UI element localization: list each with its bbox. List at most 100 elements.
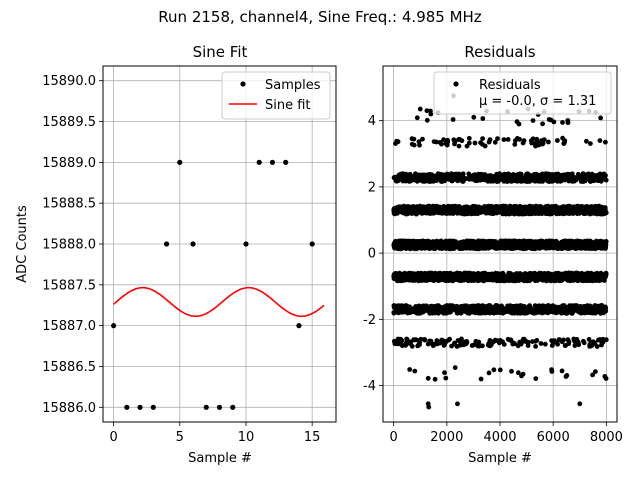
residual-point: [603, 337, 609, 343]
residual-point: [425, 242, 431, 247]
residual-point: [417, 340, 423, 345]
residual-point: [404, 336, 409, 342]
residual-point: [539, 271, 544, 276]
y-tick-label: 15888.0: [42, 238, 96, 253]
y-tick-label: -2: [363, 313, 376, 328]
residual-point: [487, 309, 493, 314]
residual-point: [550, 208, 555, 214]
x-tick-label: 2000: [430, 430, 463, 445]
residual-point: [512, 203, 517, 209]
residual-point: [542, 173, 548, 179]
residual-point: [396, 238, 402, 244]
residual-point: [461, 175, 466, 180]
sample-point: [256, 159, 262, 165]
residual-point: [597, 306, 602, 311]
residual-point: [559, 368, 565, 374]
legend-samples-marker: [240, 81, 246, 87]
residual-point: [540, 121, 545, 127]
residual-point: [430, 178, 436, 183]
residual-point: [445, 137, 450, 143]
residual-point: [449, 343, 454, 349]
sine-fit-axes: Sine Fit 0 5 10 1515886.015886.515887.01588…: [15, 43, 337, 466]
residual-point: [520, 371, 526, 377]
residual-point: [446, 337, 451, 343]
residual-point: [567, 172, 573, 177]
residual-point: [526, 274, 532, 280]
residual-point: [414, 115, 420, 121]
residual-point: [482, 275, 487, 281]
residual-point: [561, 173, 567, 179]
residual-point: [520, 272, 526, 277]
residual-point: [543, 245, 549, 251]
residual-point: [533, 376, 539, 381]
residual-point: [493, 242, 499, 248]
residual-point: [517, 175, 522, 181]
residual-point: [594, 344, 600, 349]
residual-point: [431, 139, 437, 145]
residual-point: [408, 309, 414, 315]
residual-point: [400, 343, 405, 349]
residual-point: [417, 106, 423, 112]
residual-point: [486, 370, 492, 376]
residual-point: [398, 175, 404, 181]
sample-point: [243, 241, 249, 247]
legend-samples-label: Samples: [265, 78, 321, 93]
residual-point: [488, 341, 494, 347]
residual-point: [529, 176, 535, 182]
residual-point: [498, 306, 504, 311]
residual-point: [425, 238, 431, 244]
residual-point: [539, 138, 544, 144]
residual-point: [543, 211, 548, 216]
residual-point: [572, 338, 577, 344]
residual-point: [422, 337, 428, 343]
residual-point: [598, 115, 603, 121]
x-tick-label: 4000: [483, 430, 516, 445]
residual-point: [581, 340, 587, 346]
residual-point: [500, 242, 506, 247]
residual-point: [597, 138, 603, 144]
residual-point: [497, 367, 503, 373]
residual-point: [515, 136, 520, 141]
residual-point: [480, 116, 486, 121]
residual-point: [509, 239, 515, 245]
residual-point: [599, 339, 604, 345]
residual-point: [437, 209, 443, 215]
residual-point: [432, 245, 437, 251]
residual-point: [410, 174, 416, 179]
residual-point: [505, 336, 511, 342]
residual-point: [585, 243, 591, 249]
residual-point: [403, 303, 409, 309]
residual-point: [583, 271, 588, 277]
residual-point: [542, 341, 548, 347]
residual-point: [472, 241, 478, 247]
residual-point: [538, 341, 544, 346]
residual-point: [475, 178, 480, 184]
residual-point: [557, 308, 563, 314]
residual-point: [576, 273, 582, 278]
residual-point: [603, 177, 609, 183]
residual-point: [421, 239, 427, 244]
residual-point: [442, 370, 447, 376]
residual-point: [458, 211, 464, 216]
residual-point: [572, 343, 578, 348]
residual-point: [561, 206, 566, 211]
residual-point: [456, 143, 462, 149]
residual-point: [411, 136, 417, 142]
residual-point: [428, 205, 433, 211]
residual-point: [480, 271, 485, 277]
residual-point: [589, 172, 595, 178]
residual-point: [432, 205, 437, 211]
residual-point: [420, 136, 425, 142]
residual-point: [514, 272, 520, 277]
residual-point: [433, 309, 438, 314]
residual-point: [486, 303, 492, 308]
residual-point: [549, 173, 554, 178]
y-tick-label: 0: [368, 247, 376, 262]
residual-point: [421, 277, 427, 283]
residual-point: [459, 303, 464, 309]
residual-point: [540, 179, 545, 184]
sample-point: [230, 404, 236, 410]
residual-point: [550, 272, 556, 278]
residual-point: [551, 176, 557, 182]
